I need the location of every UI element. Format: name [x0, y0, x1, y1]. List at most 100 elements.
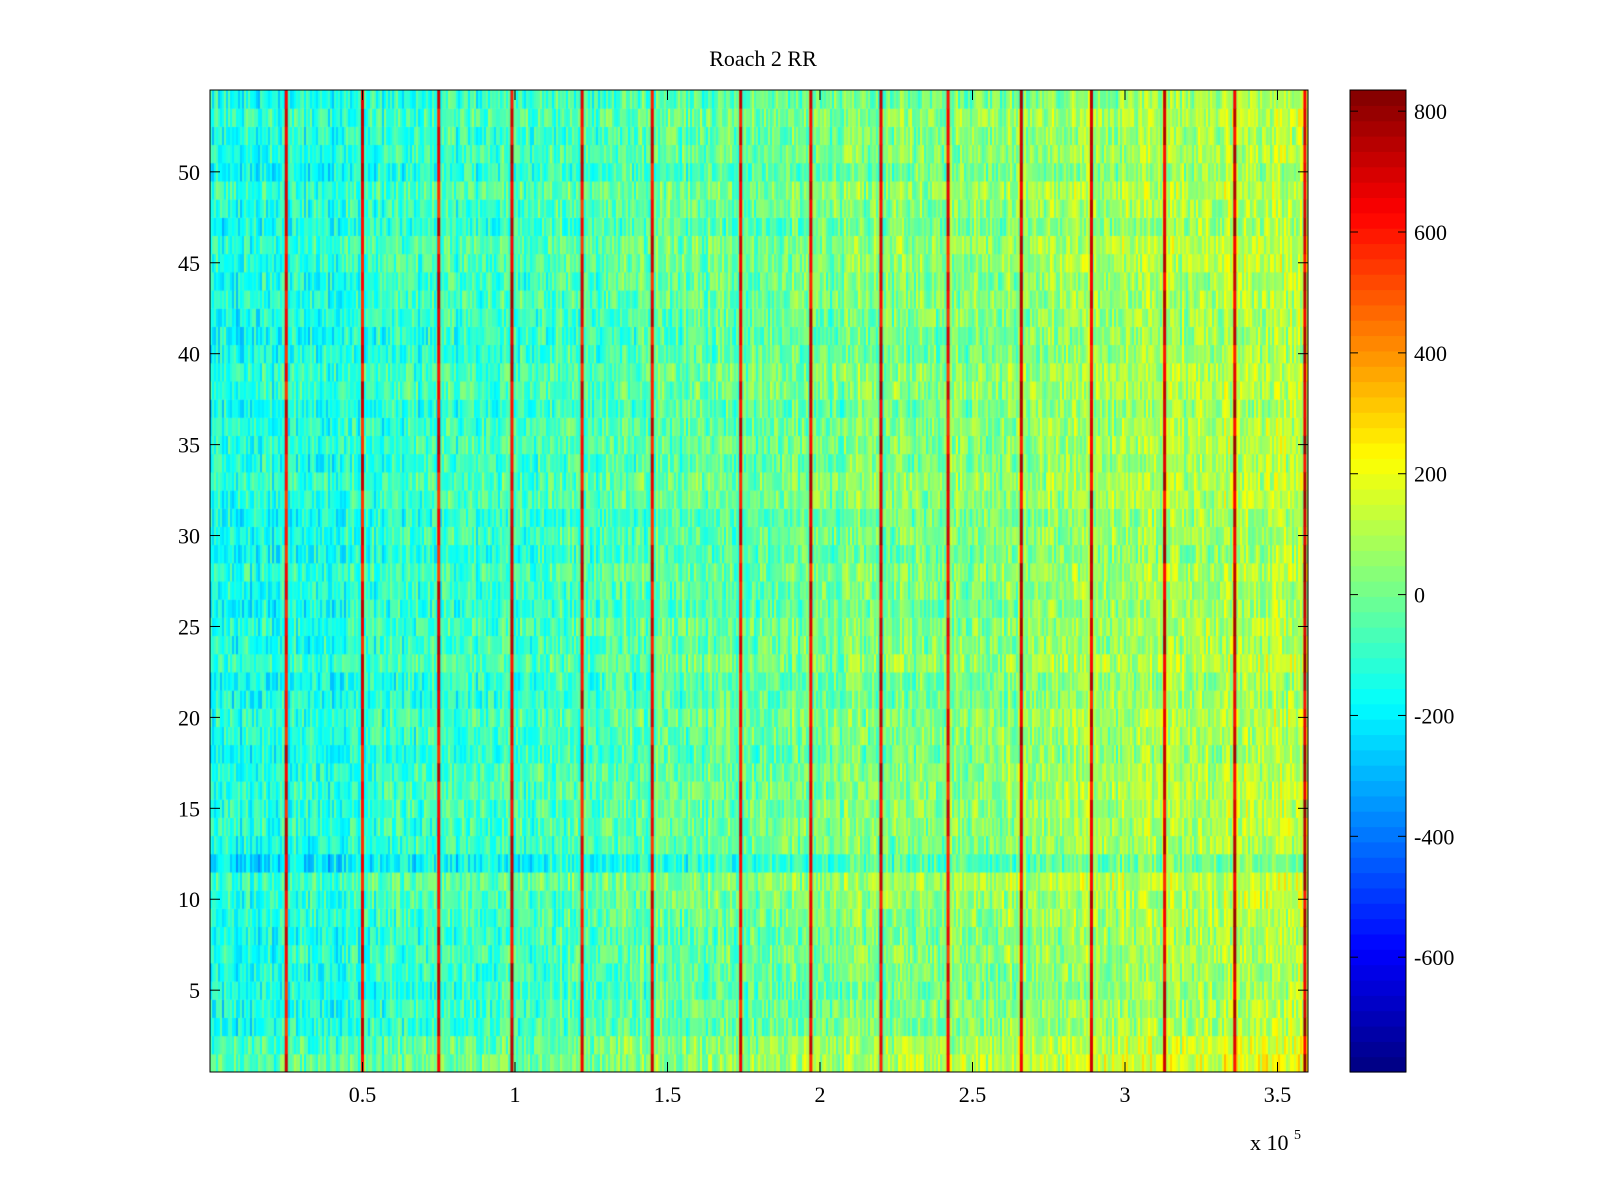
x-tick-label: 1.5: [654, 1082, 682, 1107]
colorbar-band: [1350, 611, 1406, 628]
x-axis-multiplier-exponent: 5: [1294, 1128, 1301, 1143]
colorbar-tick-label: -200: [1414, 703, 1454, 728]
x-tick-label: 3: [1120, 1082, 1131, 1107]
colorbar-band: [1350, 780, 1406, 797]
colorbar-band: [1350, 166, 1406, 183]
colorbar-tick-label: 800: [1414, 99, 1447, 124]
plot-border: [209, 89, 1309, 1073]
colorbar-band: [1350, 964, 1406, 981]
colorbar-band: [1350, 795, 1406, 812]
colorbar-tick-label: 200: [1414, 462, 1447, 487]
y-tick-label: 15: [178, 796, 200, 821]
colorbar-tick-label: 600: [1414, 220, 1447, 245]
x-axis-multiplier-label: x 10 5: [1250, 1128, 1301, 1155]
colorbar-band: [1350, 872, 1406, 889]
colorbar-band: [1350, 442, 1406, 459]
colorbar-band: [1350, 995, 1406, 1012]
y-tick-label: 45: [178, 251, 200, 276]
y-tick-label: 20: [178, 705, 200, 730]
colorbar-band: [1350, 887, 1406, 904]
colorbar-band: [1350, 749, 1406, 766]
colorbar-band: [1350, 642, 1406, 659]
colorbar-band: [1350, 504, 1406, 521]
colorbar-band: [1350, 627, 1406, 643]
y-tick-label: 5: [189, 978, 200, 1003]
colorbar-band: [1350, 197, 1406, 214]
colorbar-band: [1350, 105, 1406, 122]
colorbar-band: [1350, 151, 1406, 168]
colorbar-band: [1350, 488, 1406, 505]
y-tick-label: 40: [178, 342, 200, 367]
y-axis: 5 10 15 20 25 30 35 40 45 50: [178, 160, 1308, 1003]
colorbar-band: [1350, 933, 1406, 950]
colorbar-band: [1350, 581, 1406, 597]
colorbar-band: [1350, 703, 1406, 720]
colorbar-band: [1350, 596, 1406, 613]
x-tick-label: 1: [510, 1082, 521, 1107]
colorbar-band: [1350, 1025, 1406, 1042]
colorbar-tick-label: -400: [1414, 824, 1454, 849]
chart-title: Roach 2 RR: [709, 46, 817, 71]
y-tick-label: 35: [178, 433, 200, 458]
colorbar-band: [1350, 903, 1406, 920]
colorbar-band: [1350, 857, 1406, 874]
y-tick-label: 50: [178, 160, 200, 185]
colorbar-band: [1350, 228, 1406, 245]
colorbar-band: [1350, 673, 1406, 690]
colorbar-band: [1350, 949, 1406, 966]
colorbar-band: [1350, 657, 1406, 674]
plot-frame: [209, 89, 1309, 1073]
colorbar-band: [1350, 427, 1406, 444]
colorbar-band: [1350, 918, 1406, 935]
colorbar-band: [1350, 90, 1406, 106]
colorbar-border: [1349, 89, 1407, 1073]
colorbar-band: [1350, 565, 1406, 582]
y-tick-label: 10: [178, 887, 200, 912]
colorbar-band: [1350, 243, 1406, 260]
colorbar-band: [1350, 979, 1406, 996]
colorbar-band: [1350, 765, 1406, 782]
colorbar-band: [1350, 550, 1406, 567]
colorbar-band: [1350, 274, 1406, 291]
colorbar: 800 600 400 200 0 -200 -400 -600: [1349, 89, 1454, 1073]
colorbar-band: [1350, 304, 1406, 321]
colorbar-band: [1350, 335, 1406, 352]
colorbar-band: [1350, 212, 1406, 229]
colorbar-band: [1350, 412, 1406, 429]
colorbar-band: [1350, 473, 1406, 490]
colorbar-band: [1350, 534, 1406, 551]
y-tick-label: 30: [178, 524, 200, 549]
colorbar-band: [1350, 182, 1406, 199]
colorbar-band: [1350, 826, 1406, 843]
x-tick-label: 2: [815, 1082, 826, 1107]
colorbar-tick-label: 0: [1414, 583, 1425, 608]
colorbar-band: [1350, 811, 1406, 828]
colorbar-band: [1350, 381, 1406, 398]
colorbar-band: [1350, 120, 1406, 137]
colorbar-band: [1350, 350, 1406, 367]
colorbar-band: [1350, 458, 1406, 475]
heatmap-plot-area: [210, 90, 1308, 1072]
colorbar-band: [1350, 1056, 1406, 1073]
x-tick-label: 0.5: [349, 1082, 377, 1107]
y-tick-label: 25: [178, 614, 200, 639]
colorbar-band: [1350, 688, 1406, 705]
colorbar-band: [1350, 734, 1406, 751]
x-tick-label: 3.5: [1264, 1082, 1292, 1107]
colorbar-band: [1350, 396, 1406, 413]
colorbar-band: [1350, 136, 1406, 152]
colorbar-tick-label: -600: [1414, 945, 1454, 970]
colorbar-band: [1350, 289, 1406, 306]
colorbar-band: [1350, 1041, 1406, 1058]
colorbar-band: [1350, 366, 1406, 383]
heatmap-image: [210, 90, 1308, 1072]
colorbar-tick-label: 400: [1414, 341, 1447, 366]
colorbar-band: [1350, 320, 1406, 337]
colorbar-band: [1350, 719, 1406, 736]
colorbar-band: [1350, 519, 1406, 536]
colorbar-band: [1350, 258, 1406, 275]
colorbar-band: [1350, 1010, 1406, 1027]
x-tick-label: 2.5: [959, 1082, 987, 1107]
x-axis-multiplier-base: x 10: [1250, 1130, 1289, 1155]
